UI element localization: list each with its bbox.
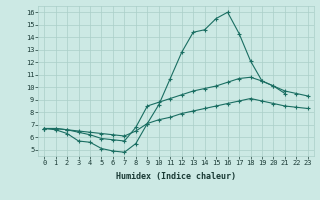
- X-axis label: Humidex (Indice chaleur): Humidex (Indice chaleur): [116, 172, 236, 181]
